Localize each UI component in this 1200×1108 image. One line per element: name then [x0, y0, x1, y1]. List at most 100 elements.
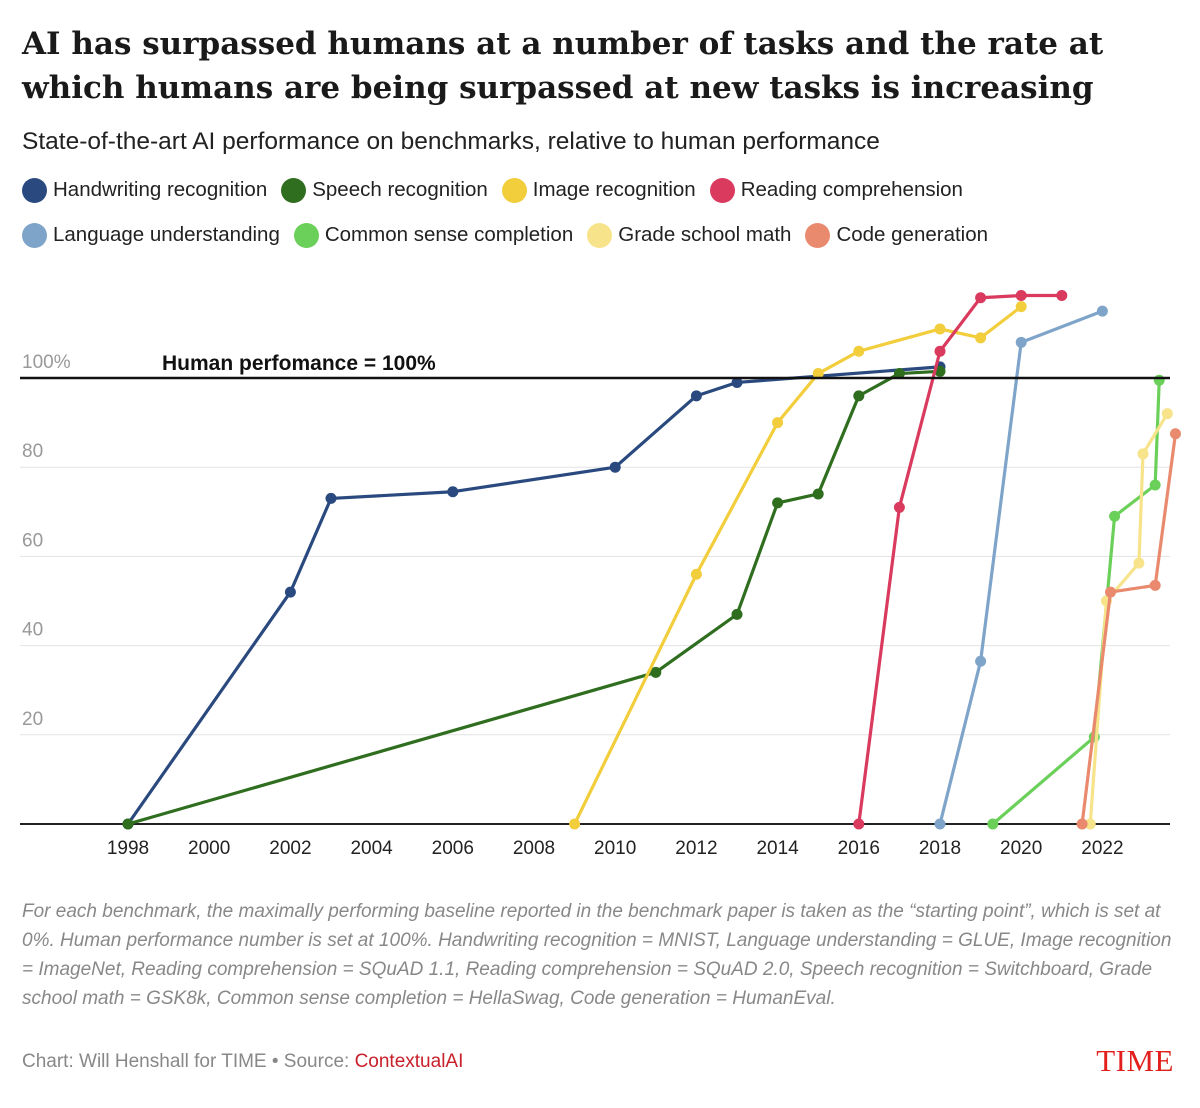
data-point	[893, 501, 905, 513]
credit-text: Chart: Will Henshall for TIME • Source:	[22, 1051, 355, 1072]
data-point	[122, 818, 134, 830]
y-tick-label: 80	[22, 441, 43, 462]
chart-legend: Handwriting recognition Speech recognitio…	[22, 172, 1172, 262]
series-line	[1080, 432, 1178, 826]
data-point	[1133, 557, 1145, 569]
legend-label: Language understanding	[53, 223, 280, 246]
data-point	[1153, 374, 1165, 386]
legend-item[interactable]: Grade school math	[587, 222, 792, 248]
data-point	[1149, 479, 1161, 491]
data-point	[1149, 579, 1161, 591]
legend-swatch	[281, 177, 307, 203]
data-point	[1137, 448, 1149, 460]
legend-swatch	[22, 222, 47, 248]
legend-item[interactable]: Speech recognition	[281, 177, 488, 203]
source-link[interactable]: ContextualAI	[354, 1051, 464, 1072]
series-line	[991, 378, 1161, 826]
x-tick-label: 2004	[350, 838, 393, 859]
data-point	[1109, 510, 1121, 522]
series-line	[857, 293, 1064, 826]
data-point	[1076, 818, 1088, 830]
legend-label: Reading comprehension	[740, 178, 963, 201]
legend-label: Grade school math	[618, 223, 792, 246]
legend-item[interactable]: Common sense completion	[293, 222, 574, 248]
legend-item[interactable]: Handwriting recognition	[22, 177, 268, 203]
data-point	[812, 368, 824, 380]
y-tick-label: 100%	[22, 352, 71, 373]
data-point	[731, 376, 743, 388]
data-point	[975, 292, 987, 304]
data-point	[772, 417, 784, 429]
data-point	[987, 818, 999, 830]
legend-swatch	[293, 222, 319, 248]
data-point	[934, 818, 946, 830]
x-tick-label: 2014	[756, 838, 799, 859]
human-performance-label: Human perfomance = 100%	[162, 352, 436, 375]
data-point	[1084, 818, 1096, 830]
series-line	[126, 369, 942, 826]
data-point	[325, 492, 337, 504]
series-line	[938, 309, 1105, 826]
legend-item[interactable]: Reading comprehension	[709, 177, 963, 203]
legend-swatch	[22, 177, 47, 203]
data-point	[1096, 305, 1108, 317]
methodology-note: For each benchmark, the maximally perfor…	[22, 901, 1172, 1009]
x-tick-label: 2006	[432, 838, 474, 859]
x-tick-label: 2000	[188, 838, 230, 859]
x-tick-label: 1998	[107, 838, 149, 859]
x-tick-label: 2016	[838, 838, 880, 859]
data-point	[1161, 408, 1173, 420]
x-tick-label: 2002	[269, 838, 311, 859]
data-point	[812, 488, 824, 500]
legend-label: Common sense completion	[324, 223, 574, 246]
chart-subtitle: State-of-the-art AI performance on bench…	[22, 128, 880, 155]
x-tick-label: 2012	[675, 838, 717, 859]
legend-label: Image recognition	[532, 178, 696, 201]
data-point	[1056, 289, 1068, 301]
data-point	[853, 345, 865, 357]
legend-swatch	[805, 222, 831, 248]
data-point	[1169, 428, 1181, 440]
chart-credit: Chart: Will Henshall for TIME • Source: …	[22, 1051, 463, 1073]
legend-item[interactable]: Image recognition	[501, 177, 696, 203]
legend-row: Language understanding Common sense compl…	[22, 217, 1172, 253]
series-line	[126, 365, 942, 826]
data-point	[569, 818, 581, 830]
line-chart: 100% 80 60 40 20 1998 2000 2002 2004 2006 2008 2010…	[20, 289, 1181, 859]
legend-item[interactable]: Code generation	[805, 222, 989, 248]
data-point	[934, 365, 946, 377]
y-tick-label: 40	[22, 620, 43, 641]
x-tick-label: 2022	[1081, 838, 1123, 859]
data-point	[934, 323, 946, 335]
data-point	[650, 666, 662, 678]
y-tick-label: 20	[22, 709, 43, 730]
data-point	[934, 345, 946, 357]
data-point	[447, 486, 459, 498]
chart-title: AI has surpassed humans at a number of t…	[22, 26, 1104, 106]
data-point	[1015, 336, 1027, 348]
data-point	[853, 390, 865, 402]
data-point	[284, 586, 296, 598]
x-tick-label: 2008	[513, 838, 555, 859]
data-point	[1105, 586, 1117, 598]
time-logo: TIME	[1096, 1043, 1174, 1078]
data-point	[975, 655, 987, 667]
data-point	[1015, 301, 1027, 313]
data-point	[609, 461, 621, 473]
legend-label: Code generation	[836, 223, 989, 246]
legend-row: Handwriting recognition Speech recognitio…	[22, 172, 1172, 208]
legend-label: Speech recognition	[312, 178, 488, 201]
x-tick-label: 2020	[1000, 838, 1042, 859]
data-point	[853, 818, 865, 830]
data-point	[690, 390, 702, 402]
x-tick-label: 2018	[919, 838, 961, 859]
legend-swatch	[501, 177, 527, 203]
x-tick-label: 2010	[594, 838, 636, 859]
legend-swatch	[709, 177, 735, 203]
data-point	[690, 568, 702, 580]
legend-label: Handwriting recognition	[53, 178, 268, 201]
series-line	[572, 305, 1023, 826]
data-point	[975, 332, 987, 344]
data-point	[893, 368, 905, 380]
legend-item[interactable]: Language understanding	[22, 222, 280, 248]
